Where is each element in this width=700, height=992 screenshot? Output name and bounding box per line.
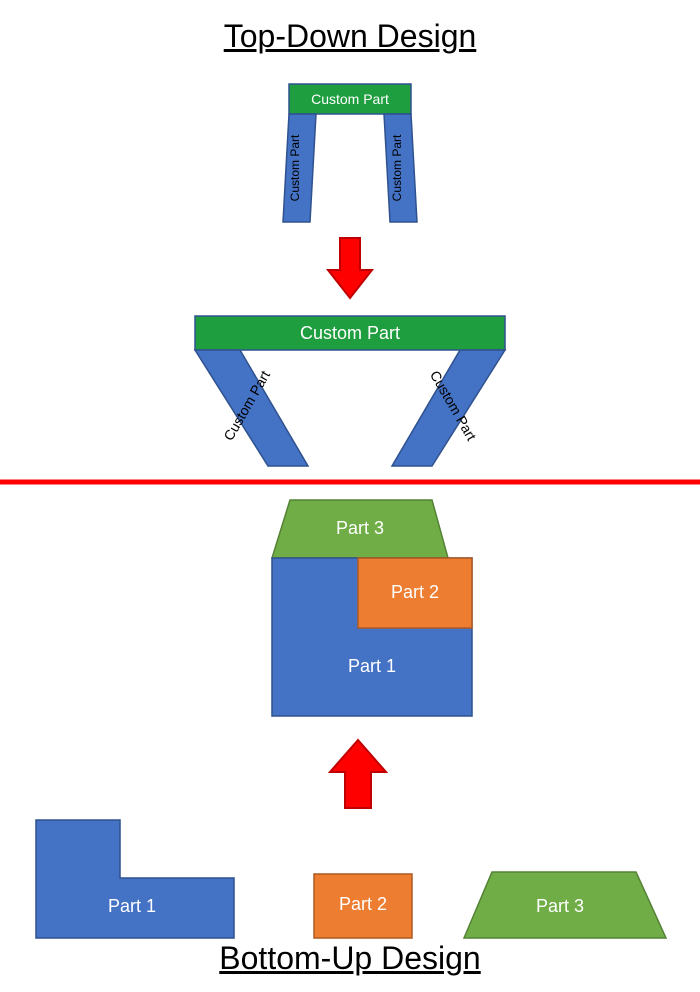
topdown-small: Custom Part Custom Part Custom Part xyxy=(283,84,417,222)
assembly-part1-label: Part 1 xyxy=(348,656,396,676)
topdown-arrow-icon xyxy=(328,238,372,298)
title-bottom: Bottom-Up Design xyxy=(0,940,700,977)
diagram-svg: Custom Part Custom Part Custom Part Cust… xyxy=(0,0,700,992)
row-part1 xyxy=(36,820,234,938)
bottomup-assembly: Part 3 Part 2 Part 1 xyxy=(272,500,472,716)
assembly-part2-label: Part 2 xyxy=(391,582,439,602)
td-large-topbar-label: Custom Part xyxy=(300,323,400,343)
row-part3-label: Part 3 xyxy=(536,896,584,916)
bottomup-parts-row: Part 1 Part 2 Part 3 xyxy=(36,820,666,938)
td-small-topbar-label: Custom Part xyxy=(311,91,389,107)
row-part1-label: Part 1 xyxy=(108,896,156,916)
assembly-part3-label: Part 3 xyxy=(336,518,384,538)
bottomup-arrow-icon xyxy=(330,740,386,808)
row-part2-label: Part 2 xyxy=(339,894,387,914)
diagram-stage: Top-Down Design Custom Part Custom Part … xyxy=(0,0,700,992)
td-small-right-leg-label: Custom Part xyxy=(390,134,404,201)
td-small-left-leg-label: Custom Part xyxy=(288,134,302,201)
topdown-large: Custom Part Custom Part Custom Part xyxy=(195,316,505,466)
